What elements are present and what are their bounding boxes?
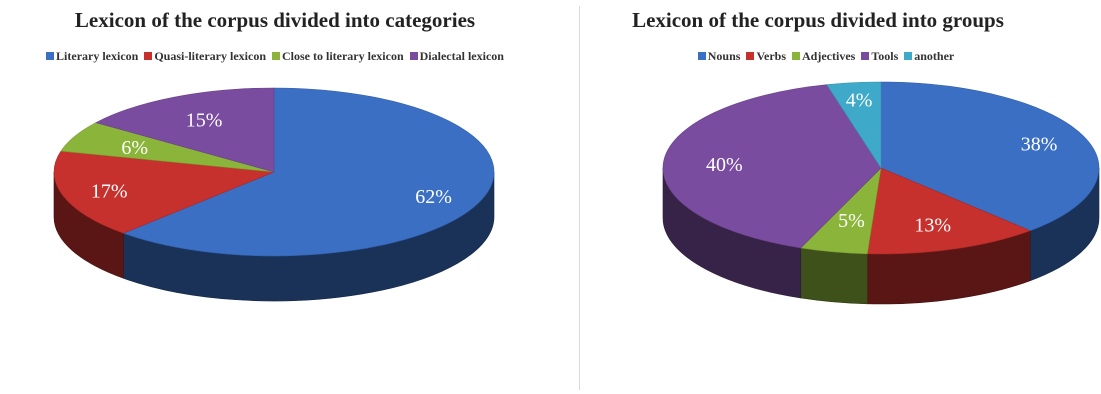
slice-1 <box>866 167 1032 255</box>
chart-groups: Lexicon of the corpus divided into group… <box>551 0 1101 394</box>
legend-item: Literary lexicon <box>46 49 138 64</box>
slice-label: 62% <box>415 186 452 208</box>
slice-label: 17% <box>91 180 128 202</box>
legend-item: Verbs <box>746 49 786 64</box>
legend-item: Adjectives <box>792 49 855 64</box>
slice-label: 4% <box>846 90 873 112</box>
chart-title: Lexicon of the corpus divided into categ… <box>74 8 476 32</box>
legend-swatch <box>46 52 55 60</box>
slice-side-2 <box>800 247 868 305</box>
legend-label: another <box>914 49 955 63</box>
legend-label: Verbs <box>756 49 786 63</box>
slice-3 <box>662 84 882 249</box>
legend-label: Nouns <box>707 49 741 63</box>
chart-legend: Literary lexicon Quasi-literary lexicon Cl… <box>0 49 550 64</box>
legend-label: Adjectives <box>802 49 856 63</box>
legend-item: Nouns <box>697 49 741 64</box>
legend-swatch <box>792 52 800 60</box>
slice-label: 40% <box>706 154 743 176</box>
chart-legend: Nouns Verbs Adjectives Tools another <box>551 49 1101 64</box>
slice-0 <box>880 81 1100 232</box>
chart-divider <box>579 6 580 390</box>
slice-4 <box>826 81 882 170</box>
chart-categories: Lexicon of the corpus divided into categ… <box>0 0 550 394</box>
pie-sides <box>662 167 1100 305</box>
legend-swatch <box>144 52 153 60</box>
legend-item: Close to literary lexicon <box>272 49 404 64</box>
pie-chart: 38% 13% 5% 40% 4% <box>662 81 1100 305</box>
slice-label: 15% <box>186 110 223 132</box>
legend-swatch <box>272 52 280 60</box>
legend-swatch <box>697 52 706 60</box>
slice-label: 38% <box>1021 133 1058 155</box>
slice-1 <box>53 150 275 234</box>
legend-item: Dialectal lexicon <box>409 49 504 64</box>
slice-label: 5% <box>838 210 865 232</box>
legend-label: Quasi-literary lexicon <box>154 49 266 63</box>
slice-0 <box>122 87 495 257</box>
legend-swatch <box>746 52 755 60</box>
pie-chart: 62% 17% 6% 15% <box>53 87 495 302</box>
legend-item: Quasi-literary lexicon <box>144 49 266 64</box>
slice-label: 13% <box>914 215 951 237</box>
legend-label: Tools <box>871 49 899 63</box>
legend-swatch <box>861 52 870 60</box>
legend-swatch <box>904 52 913 60</box>
legend-item: another <box>904 49 954 64</box>
chart-title: Lexicon of the corpus divided into group… <box>632 8 1004 32</box>
slice-3 <box>95 87 275 173</box>
legend-swatch <box>409 52 418 60</box>
slice-label: 6% <box>121 137 148 159</box>
legend-label: Dialectal lexicon <box>419 49 504 63</box>
legend-item: Tools <box>861 49 898 64</box>
legend-label: Literary lexicon <box>56 49 139 63</box>
legend-label: Close to literary lexicon <box>282 49 404 63</box>
